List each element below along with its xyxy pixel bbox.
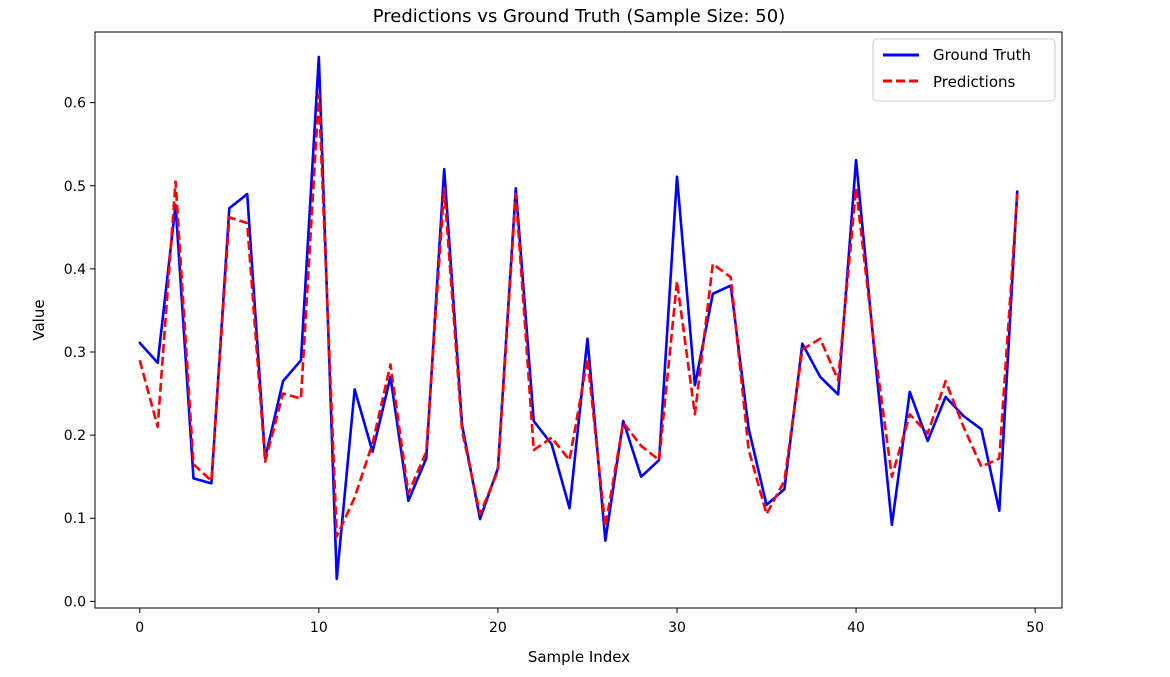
x-tick-label: 0 bbox=[135, 620, 144, 636]
y-tick-label: 0.6 bbox=[64, 96, 86, 112]
legend: Ground Truth Predictions bbox=[872, 38, 1056, 102]
y-axis-label: Value bbox=[30, 299, 48, 340]
x-tick-label: 10 bbox=[310, 620, 328, 636]
chart-title: Predictions vs Ground Truth (Sample Size… bbox=[373, 6, 785, 27]
y-tick-label: 0.5 bbox=[64, 179, 86, 195]
plot-frame bbox=[94, 31, 1063, 609]
y-axis: 0.0 0.1 0.2 0.3 0.4 0.5 0.6 bbox=[64, 96, 95, 610]
y-tick-label: 0.4 bbox=[64, 262, 86, 278]
legend-label-ground-truth: Ground Truth bbox=[933, 46, 1031, 64]
y-tick-label: 0.1 bbox=[64, 511, 86, 527]
plot-background bbox=[95, 32, 1062, 608]
y-tick-label: 0.3 bbox=[64, 345, 86, 361]
y-tick-label: 0.2 bbox=[64, 428, 86, 444]
series-layer bbox=[138, 55, 1019, 581]
x-tick-label: 50 bbox=[1026, 620, 1044, 636]
x-axis: 0 10 20 30 40 50 bbox=[135, 608, 1044, 636]
series-line-ground-truth bbox=[138, 55, 1019, 581]
x-tick-label: 40 bbox=[847, 620, 865, 636]
y-tick-label: 0.0 bbox=[64, 594, 86, 610]
x-tick-label: 30 bbox=[668, 620, 686, 636]
x-tick-label: 20 bbox=[489, 620, 507, 636]
plot-area bbox=[94, 31, 1063, 609]
legend-label-predictions: Predictions bbox=[933, 73, 1016, 91]
x-axis-label: Sample Index bbox=[528, 648, 630, 666]
